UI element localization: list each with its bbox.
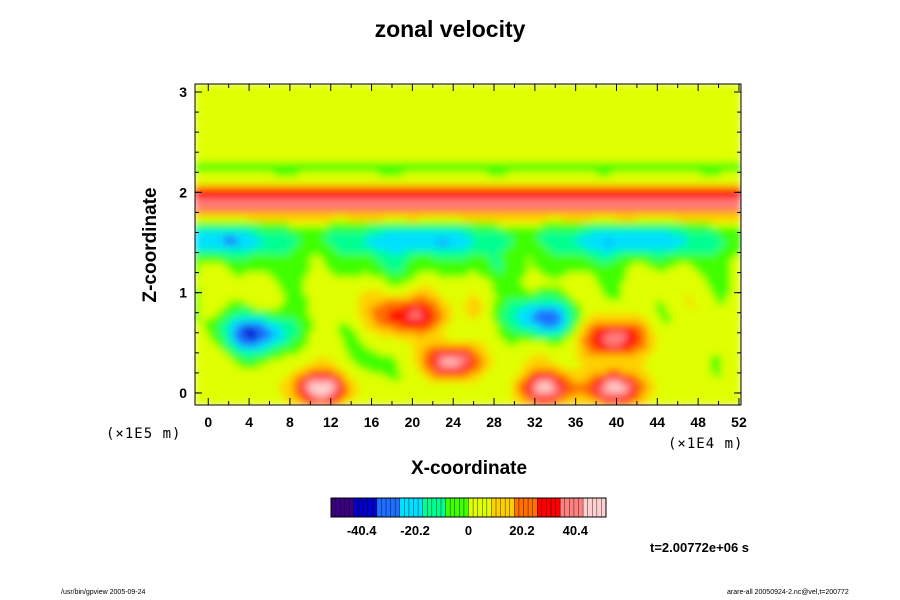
colorbar-segment (541, 498, 547, 517)
colorbar-segment (555, 498, 561, 517)
x-tick-label: 0 (204, 414, 212, 430)
colorbar-segment (372, 498, 378, 517)
colorbar-segment (592, 498, 598, 517)
colorbar-segment (459, 498, 465, 517)
colorbar-segment (528, 498, 534, 517)
colorbar-segment (413, 498, 419, 517)
colorbar-segment (353, 498, 359, 517)
colorbar-segment (583, 498, 589, 517)
colorbar-segment (363, 498, 369, 517)
colorbar-segment (496, 498, 501, 517)
colorbar-segment (358, 498, 364, 517)
colorbar-segment (422, 498, 428, 517)
velocity-field (195, 84, 741, 405)
colorbar-frame (330, 497, 607, 518)
colorbar-segment (344, 498, 350, 517)
x-tick-label: 28 (486, 414, 502, 430)
y-tick-label: 1 (179, 285, 187, 301)
colorbar-segment (486, 498, 492, 517)
colorbar-segment (560, 498, 566, 517)
chart-title: zonal velocity (374, 16, 526, 42)
colorbar-segment (514, 498, 520, 517)
colorbar-segment (505, 498, 511, 517)
colorbar-segment (335, 498, 341, 517)
x-tick-label: 12 (323, 414, 339, 430)
x-tick-label: 24 (445, 414, 461, 430)
colorbar-tick-label: -40.4 (347, 523, 377, 538)
colorbar-segment (454, 498, 460, 517)
x-tick-label: 40 (609, 414, 625, 430)
colorbar-segment (532, 498, 538, 517)
colorbar-segment (376, 498, 382, 517)
colorbar-segment (427, 498, 433, 517)
x-tick-label: 52 (731, 414, 747, 430)
colorbar-segment (408, 498, 414, 517)
colorbar-tick-label: 40.4 (563, 523, 589, 538)
colorbar-segment (573, 498, 579, 517)
x-tick-label: 16 (364, 414, 380, 430)
colorbar-segment (509, 498, 515, 517)
time-label: t=2.00772e+06 s (650, 540, 750, 555)
colorbar-segment (601, 498, 607, 517)
x-tick-label: 48 (690, 414, 706, 430)
x-tick-label: 8 (286, 414, 294, 430)
colorbar-segment (390, 498, 396, 517)
colorbar-segment (596, 498, 602, 517)
colorbar-segment (436, 498, 442, 517)
y-tick-label: 0 (179, 385, 187, 401)
colorbar-segment (381, 498, 387, 517)
x-tick-label: 4 (245, 414, 253, 430)
colorbar-tick-label: -20.2 (400, 523, 430, 538)
footer-right: arare-all 20050924-2.nc@vel,t=200772 (727, 589, 849, 596)
x-unit-label: (×1E4 m) (668, 436, 744, 452)
x-tick-label: 44 (650, 414, 666, 430)
y-tick-label: 2 (179, 184, 187, 200)
colorbar-segment (450, 498, 456, 517)
colorbar-segment (551, 498, 556, 517)
y-tick-label: 3 (179, 84, 187, 100)
colorbar-tick-label: 0 (465, 523, 472, 538)
colorbar-segment (331, 498, 336, 517)
colorbar-segment (564, 498, 570, 517)
colorbar-segment (491, 498, 497, 517)
colorbar-segment (500, 498, 506, 517)
colorbar-segment (482, 498, 488, 517)
colorbar-segment (404, 498, 410, 517)
colorbar-segment (468, 498, 474, 517)
colorbar-segment (477, 498, 483, 517)
colorbar-segment (518, 498, 524, 517)
colorbar-segment (537, 498, 543, 517)
colorbar-segment (386, 498, 391, 517)
footer-left: /usr/bin/gpview 2005-09-24 (61, 589, 146, 596)
x-tick-label: 20 (405, 414, 421, 430)
x-axis-label: X-coordinate (410, 458, 528, 479)
y-unit-label: (×1E5 m) (106, 426, 182, 442)
x-tick-label: 32 (527, 414, 543, 430)
colorbar-segment (463, 498, 469, 517)
colorbar-segment (523, 498, 529, 517)
colorbar-segment (367, 498, 373, 517)
colorbar: -40.4 -20.2 0 20.2 40.4 (330, 497, 607, 538)
colorbar-segment (418, 498, 424, 517)
colorbar-segment (578, 498, 584, 517)
colorbar-segment (340, 498, 346, 517)
colorbar-segment (395, 498, 401, 517)
plot-frame (194, 83, 742, 406)
colorbar-segment (399, 498, 405, 517)
x-tick-label: 36 (568, 414, 584, 430)
colorbar-segment (546, 498, 552, 517)
colorbar-segment (473, 498, 479, 517)
colorbar-segment (587, 498, 593, 517)
colorbar-tick-label: 20.2 (509, 523, 534, 538)
colorbar-segment (569, 498, 575, 517)
y-axis-label: Z-coordinate (140, 187, 161, 303)
colorbar-segment (431, 498, 437, 517)
colorbar-segment (445, 498, 451, 517)
colorbar-segment (349, 498, 355, 517)
colorbar-segment (441, 498, 446, 517)
